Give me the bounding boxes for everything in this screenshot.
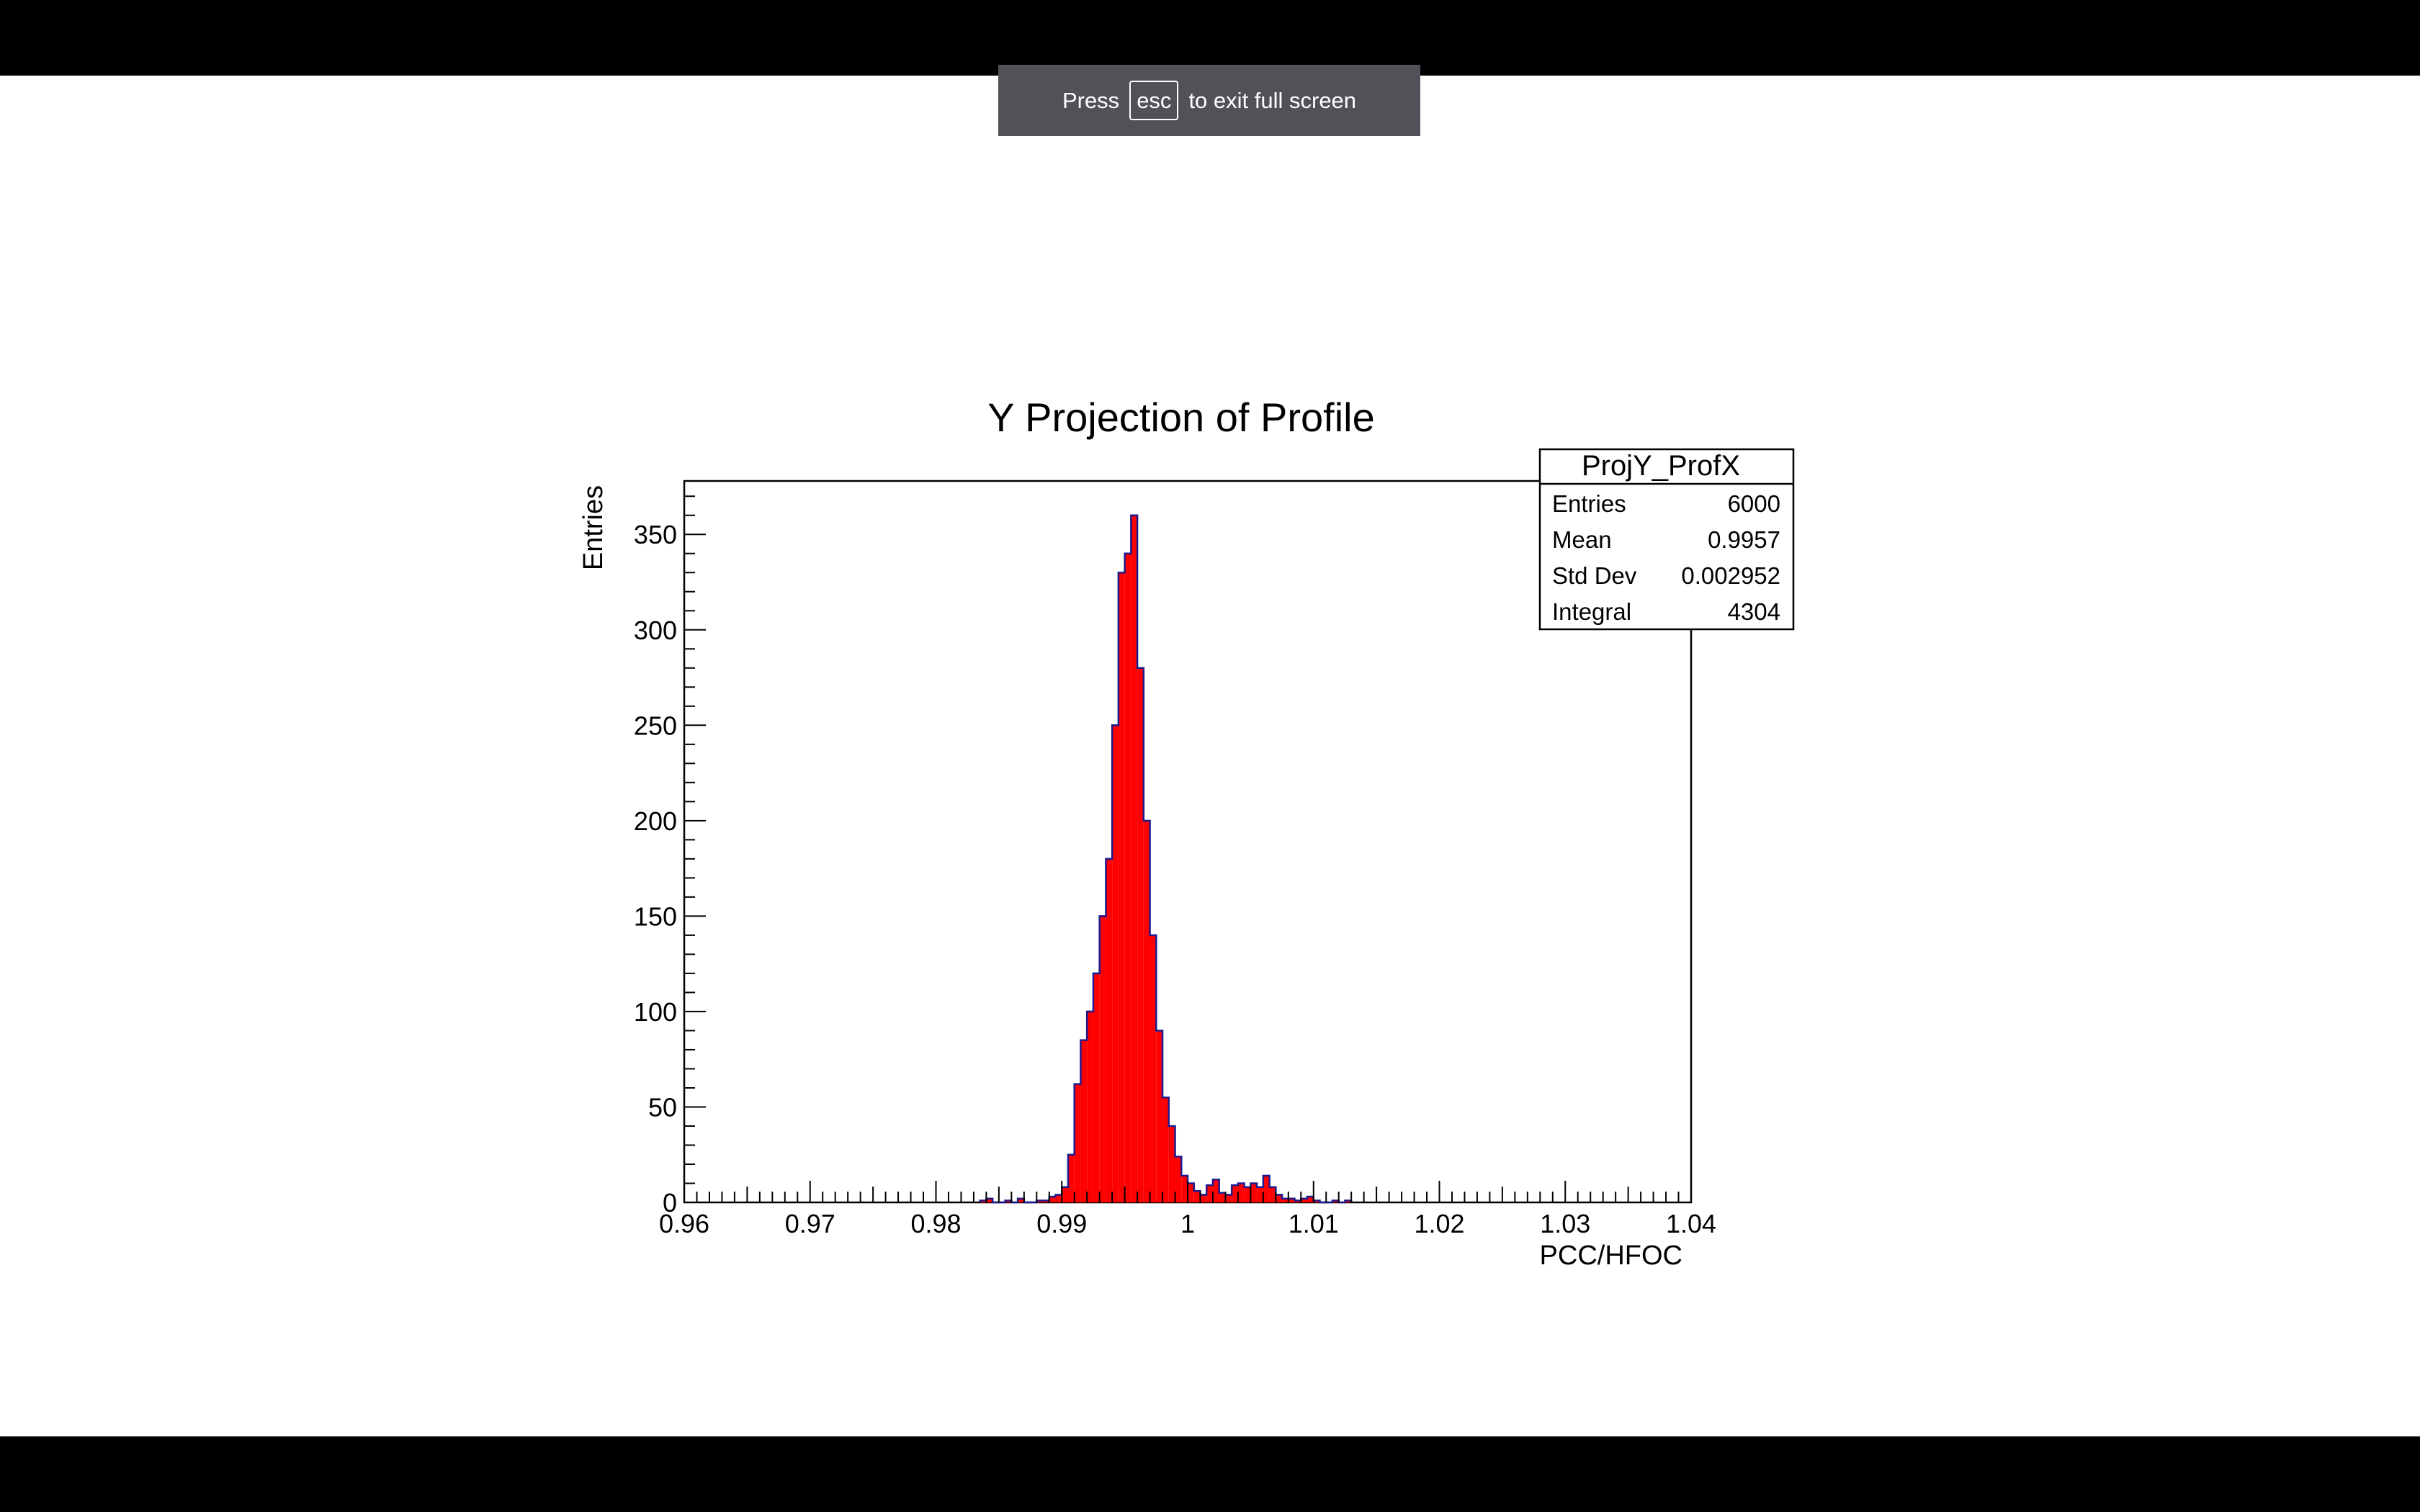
histogram-bin bbox=[1250, 1183, 1258, 1202]
y-tick-label: 50 bbox=[648, 1092, 677, 1122]
histogram-bin bbox=[1055, 1194, 1062, 1202]
bottom-black-bar bbox=[0, 1436, 2420, 1512]
histogram-bin bbox=[1307, 1197, 1314, 1202]
histogram-bin bbox=[1099, 916, 1106, 1202]
histogram-bin bbox=[1200, 1194, 1207, 1202]
histogram-bin bbox=[1162, 1097, 1169, 1202]
histogram-bin bbox=[1093, 973, 1100, 1202]
stats-value-integral: 4304 bbox=[1728, 598, 1780, 625]
histogram-bin bbox=[1074, 1084, 1081, 1202]
histogram-bin bbox=[1018, 1198, 1024, 1202]
histogram-bin bbox=[1087, 1011, 1093, 1202]
stats-box: ProjY_ProfX Entries 6000 Mean 0.9957 Std… bbox=[1538, 448, 1795, 631]
y-tick-label: 150 bbox=[634, 901, 677, 931]
histogram-bin bbox=[1282, 1198, 1289, 1202]
histogram-bars bbox=[979, 514, 1353, 1204]
x-tick-label: 1.03 bbox=[1540, 1209, 1590, 1238]
histogram-bin bbox=[1212, 1179, 1219, 1202]
histogram-bin bbox=[1049, 1197, 1056, 1202]
stats-label-entries: Entries bbox=[1552, 490, 1626, 517]
histogram-bin bbox=[1150, 935, 1157, 1202]
y-tick-label: 300 bbox=[634, 616, 677, 645]
x-tick-label: 0.97 bbox=[785, 1209, 835, 1238]
histogram-bin bbox=[1106, 858, 1113, 1202]
histogram-bin bbox=[1043, 1200, 1049, 1202]
stats-value-mean: 0.9957 bbox=[1708, 526, 1780, 553]
histogram-bin bbox=[1181, 1175, 1188, 1202]
histogram-bin bbox=[986, 1198, 993, 1202]
histogram-bin bbox=[1237, 1183, 1245, 1202]
x-axis-label: PCC/HFOC bbox=[1540, 1241, 1682, 1271]
histogram-bin bbox=[1067, 1154, 1075, 1202]
notice-rest-text: to exit full screen bbox=[1188, 87, 1357, 113]
y-tick-label: 200 bbox=[634, 806, 677, 836]
y-axis: 0 50 100 150 200 250 300 350 bbox=[634, 495, 706, 1218]
fullscreen-notice: Press esc to exit full screen bbox=[998, 65, 1420, 136]
histogram-bin bbox=[980, 1200, 987, 1202]
y-tick-label: 250 bbox=[634, 711, 677, 740]
stats-label-integral: Integral bbox=[1552, 598, 1631, 625]
histogram-bin bbox=[1345, 1200, 1352, 1202]
histogram-bin bbox=[1168, 1125, 1175, 1202]
histogram-bin bbox=[1188, 1183, 1194, 1202]
histogram-bin bbox=[1156, 1030, 1163, 1202]
histogram-bin bbox=[1062, 1187, 1068, 1202]
x-tick-label: 0.98 bbox=[910, 1209, 961, 1238]
histogram-bin bbox=[1118, 572, 1125, 1202]
stats-box-title: ProjY_ProfX bbox=[1582, 450, 1740, 482]
stats-value-stddev: 0.002952 bbox=[1681, 562, 1780, 589]
x-tick-label: 0.99 bbox=[1036, 1209, 1087, 1238]
histogram-bin bbox=[1332, 1200, 1339, 1202]
histogram-bin bbox=[1131, 515, 1138, 1202]
y-tick-label: 0 bbox=[663, 1188, 677, 1218]
y-axis-label: Entries bbox=[578, 485, 609, 570]
histogram-bin bbox=[1294, 1200, 1301, 1202]
histogram-bin bbox=[1244, 1187, 1251, 1202]
notice-press-text: Press bbox=[1062, 87, 1120, 113]
stats-value-entries: 6000 bbox=[1728, 490, 1780, 517]
stats-label-mean: Mean bbox=[1552, 526, 1612, 553]
histogram-bin bbox=[1219, 1192, 1226, 1202]
histogram-bin bbox=[1301, 1198, 1308, 1202]
histogram-bin bbox=[1143, 820, 1150, 1202]
x-tick-label: 0.96 bbox=[659, 1209, 709, 1238]
x-tick-label: 1.02 bbox=[1414, 1209, 1464, 1238]
histogram-bin bbox=[1288, 1198, 1295, 1202]
esc-key: esc bbox=[1129, 81, 1179, 120]
histogram-bin bbox=[1124, 553, 1131, 1202]
histogram-bin bbox=[1257, 1187, 1263, 1202]
top-black-bar bbox=[0, 0, 2420, 76]
histogram-bin bbox=[1080, 1040, 1088, 1202]
histogram-bin bbox=[1137, 667, 1144, 1202]
stats-label-stddev: Std Dev bbox=[1552, 562, 1637, 589]
stats-box-frame bbox=[1538, 448, 1795, 631]
histogram-bin bbox=[1036, 1200, 1044, 1202]
histogram-bin bbox=[1206, 1185, 1213, 1202]
histogram-bin bbox=[1263, 1175, 1270, 1202]
chart-title: Y Projection of Profile bbox=[987, 395, 1374, 440]
histogram-bin bbox=[1005, 1200, 1012, 1202]
histogram-bin bbox=[1276, 1194, 1283, 1202]
histogram-bin bbox=[1232, 1185, 1238, 1202]
x-tick-label: 1.04 bbox=[1666, 1209, 1716, 1238]
y-tick-label: 100 bbox=[634, 997, 677, 1027]
histogram-bin bbox=[1313, 1200, 1320, 1202]
histogram-bin bbox=[1225, 1194, 1232, 1202]
histogram-bin bbox=[1112, 725, 1119, 1202]
histogram-bin bbox=[1269, 1187, 1276, 1202]
x-tick-label: 1.01 bbox=[1289, 1209, 1339, 1238]
histogram-bin bbox=[1193, 1191, 1201, 1202]
histogram-bin bbox=[1175, 1156, 1182, 1202]
x-tick-label: 1 bbox=[1180, 1209, 1195, 1238]
x-axis: 0.96 0.97 0.98 0.99 1 1.01 1.02 1.03 1.04 bbox=[659, 1181, 1716, 1238]
y-tick-label: 350 bbox=[634, 520, 677, 549]
